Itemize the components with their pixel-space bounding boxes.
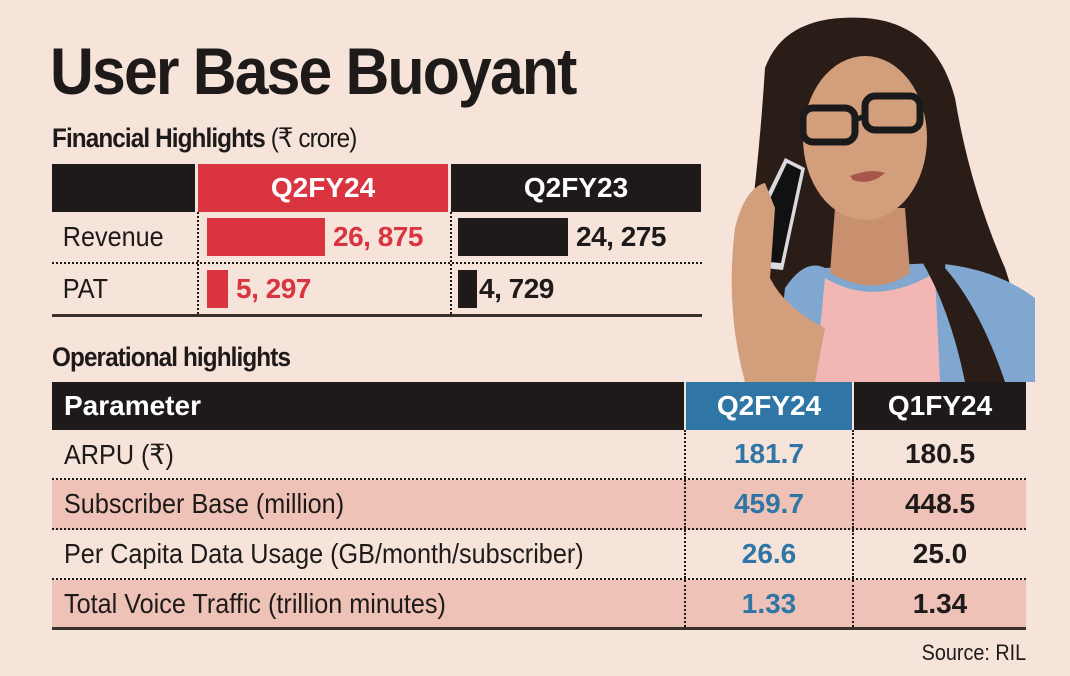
financial-heading-text: Financial Highlights — [52, 123, 266, 153]
row-label-text: ARPU (₹) — [64, 438, 174, 470]
value-q1fy24: 25.0 — [852, 530, 1026, 578]
financial-table-header: Q2FY24 Q2FY23 — [52, 164, 702, 212]
cell-q2fy24: 5, 297 — [197, 264, 450, 314]
bar-pat-q2fy23 — [458, 270, 477, 308]
value-pat-q2fy24: 5, 297 — [236, 273, 311, 304]
table-row-voice-traffic: Total Voice Traffic (trillion minutes) 1… — [52, 580, 1026, 630]
row-label: Per Capita Data Usage (GB/month/subscrib… — [52, 538, 684, 570]
cell-q2fy23: 24, 275 — [450, 212, 702, 262]
table-row-arpu: ARPU (₹) 181.7 180.5 — [52, 430, 1026, 480]
row-label: Subscriber Base (million) — [52, 488, 684, 520]
value-q2fy24: 181.7 — [684, 430, 852, 478]
column-q2fy24: Q2FY24 — [684, 382, 852, 430]
table-row-data-usage: Per Capita Data Usage (GB/month/subscrib… — [52, 530, 1026, 580]
value-q2fy24: 26.6 — [684, 530, 852, 578]
cell-q2fy24: 26, 875 — [197, 212, 450, 262]
table-row-pat: PAT 5, 297 4, 729 — [52, 264, 702, 317]
value-pat-q2fy23: 4, 729 — [479, 273, 554, 304]
financial-unit: (₹ crore) — [270, 123, 358, 153]
table-row-revenue: Revenue 26, 875 24, 275 — [52, 212, 702, 264]
row-label: Revenue — [62, 221, 164, 252]
operational-table-header: Parameter Q2FY24 Q1FY24 — [52, 382, 1026, 430]
cell-q2fy23: 4, 729 — [450, 264, 702, 314]
value-q2fy24: 459.7 — [684, 480, 852, 528]
value-q2fy24: 1.33 — [684, 580, 852, 627]
row-label-text: Subscriber Base (million) — [64, 488, 345, 519]
operational-table: Parameter Q2FY24 Q1FY24 ARPU (₹) 181.7 1… — [52, 382, 1026, 630]
financial-heading: Financial Highlights (₹ crore) — [52, 120, 358, 156]
row-label: PAT — [62, 273, 109, 304]
value-revenue-q2fy23: 24, 275 — [576, 221, 666, 252]
value-q1fy24: 1.34 — [852, 580, 1026, 627]
value-q1fy24: 448.5 — [852, 480, 1026, 528]
source-note: Source: RIL — [921, 640, 1026, 665]
operational-heading: Operational highlights — [52, 342, 291, 372]
value-q1fy24: 180.5 — [852, 430, 1026, 478]
table-row-subscriber-base: Subscriber Base (million) 459.7 448.5 — [52, 480, 1026, 530]
column-q1fy24: Q1FY24 — [852, 382, 1026, 430]
row-label: ARPU (₹) — [52, 438, 684, 471]
column-q2fy23: Q2FY23 — [451, 164, 701, 212]
value-revenue-q2fy24: 26, 875 — [333, 221, 423, 252]
header-blank-cell — [52, 164, 195, 212]
page-title: User Base Buoyant — [50, 34, 577, 108]
column-parameter: Parameter — [52, 382, 684, 430]
woman-on-phone-photo — [731, 17, 1035, 382]
row-label-text: Total Voice Traffic (trillion minutes) — [64, 587, 446, 619]
financial-table: Q2FY24 Q2FY23 Revenue 26, 875 24, 275 PA… — [52, 164, 702, 317]
bar-revenue-q2fy24 — [207, 218, 325, 256]
row-label-text: Per Capita Data Usage (GB/month/subscrib… — [64, 538, 584, 569]
bar-revenue-q2fy23 — [458, 218, 568, 256]
bar-pat-q2fy24 — [207, 270, 228, 308]
row-label: Total Voice Traffic (trillion minutes) — [52, 588, 684, 620]
column-q2fy24: Q2FY24 — [198, 164, 448, 212]
